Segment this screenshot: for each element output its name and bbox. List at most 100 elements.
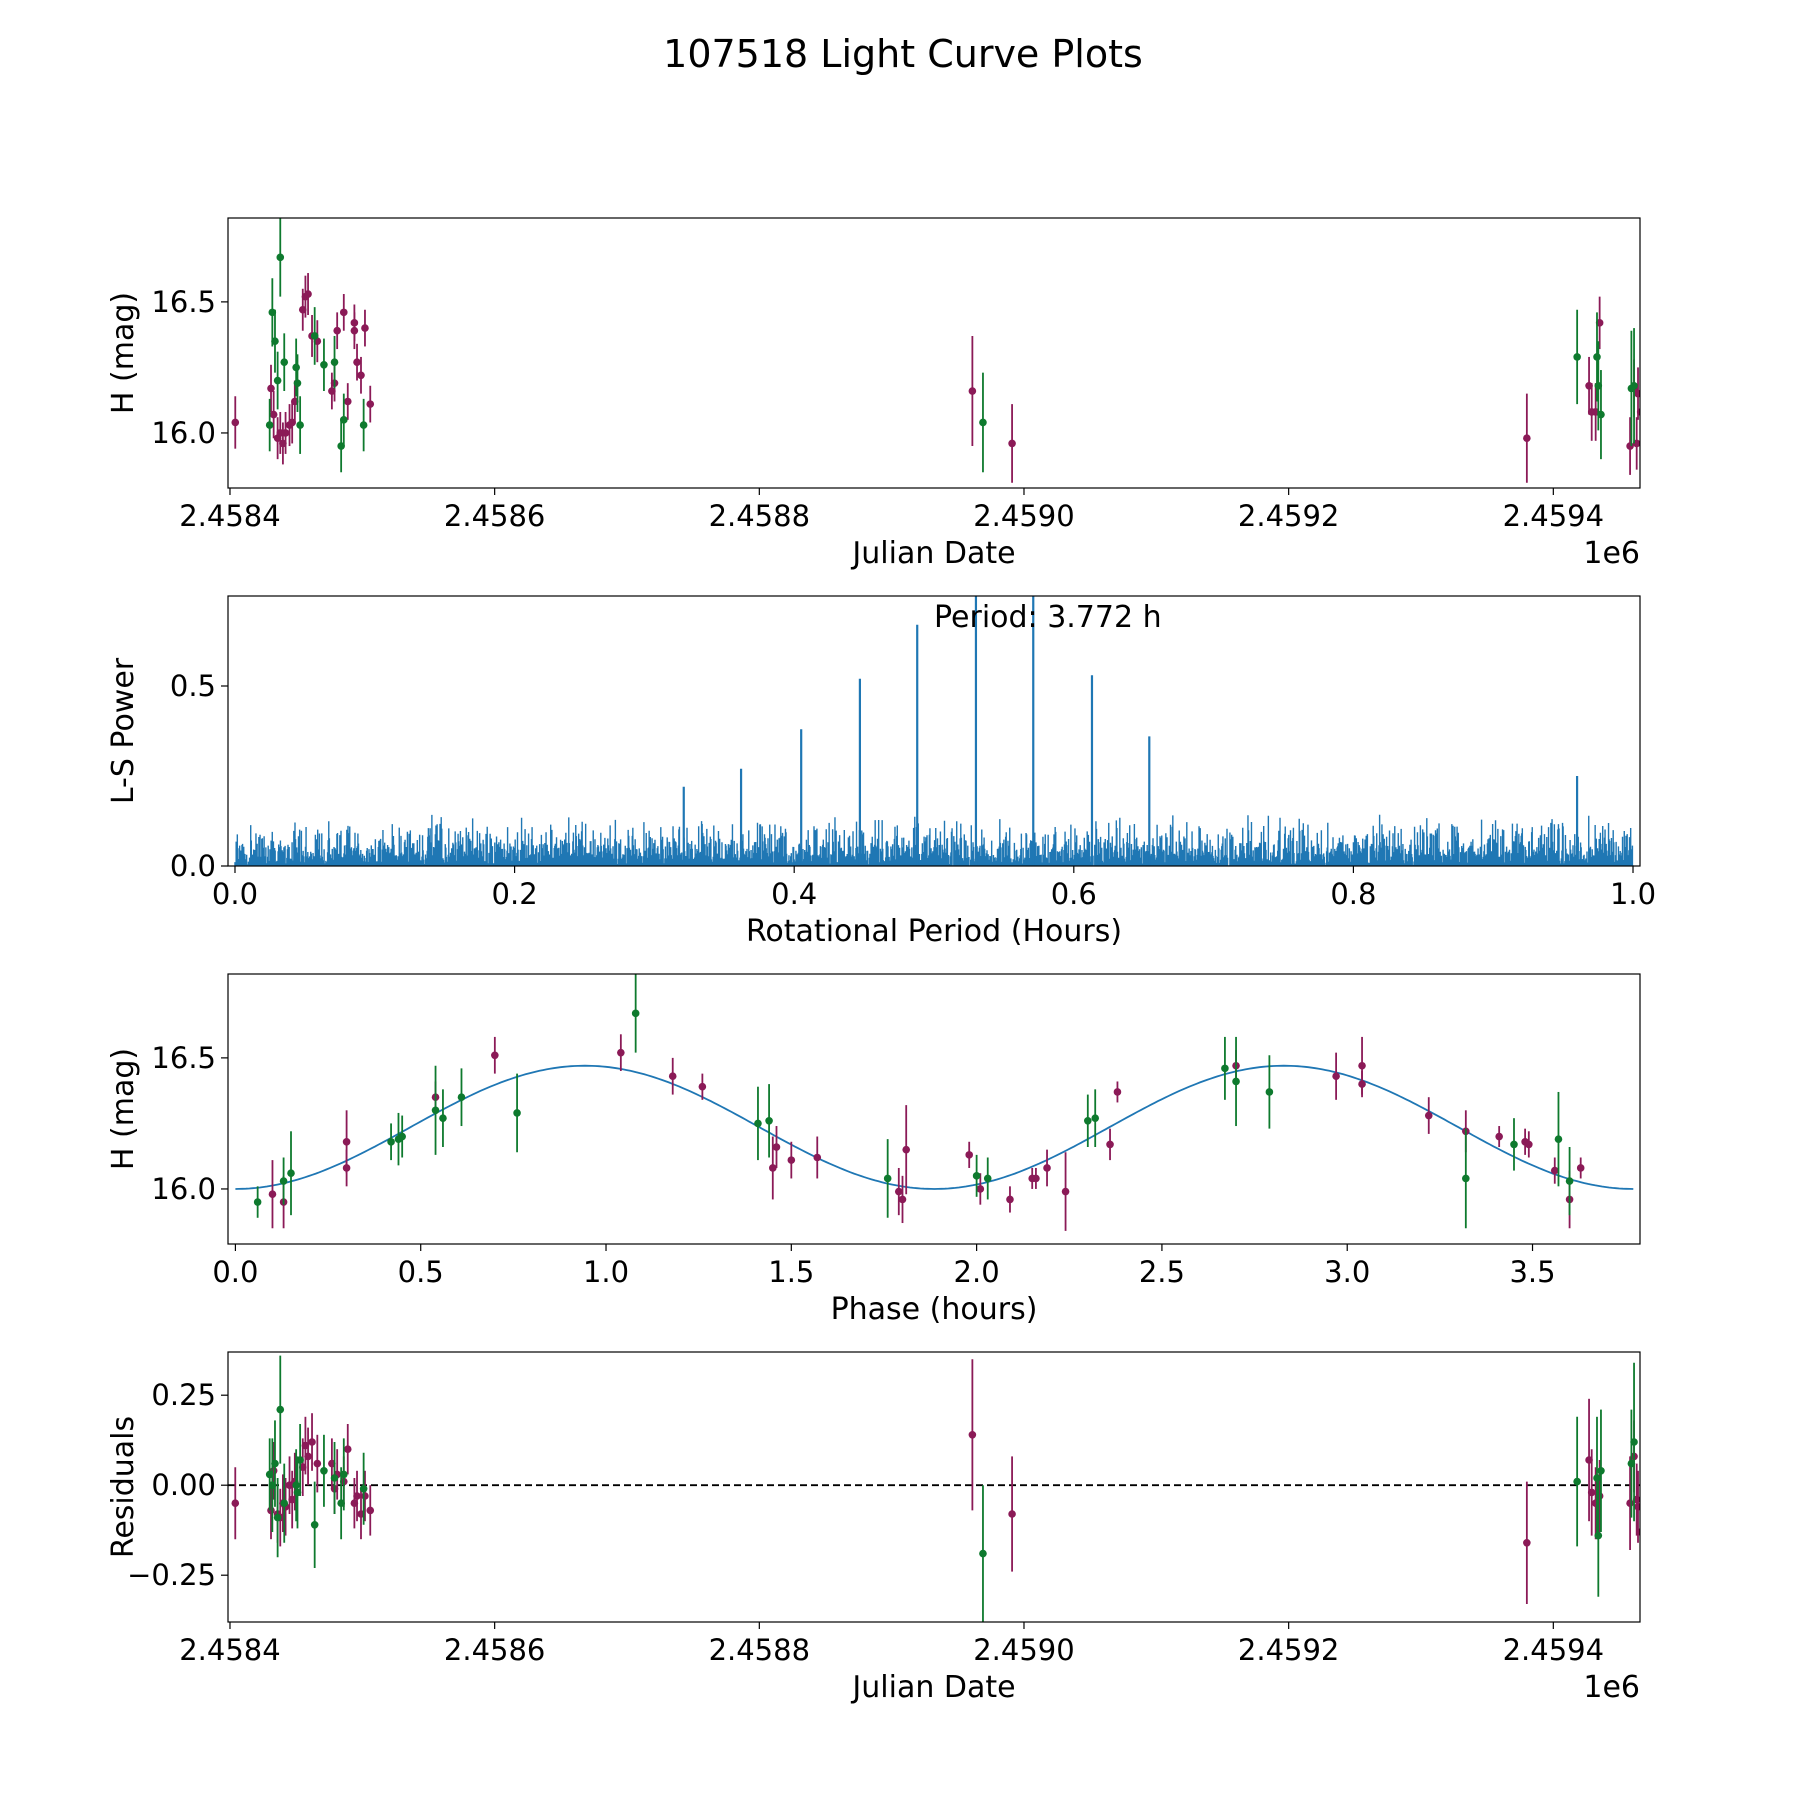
residuals-xtick-label: 2.4592	[1238, 1633, 1339, 1667]
phased-red-point	[1358, 1080, 1366, 1088]
residuals-green-point	[276, 1405, 285, 1414]
periodogram-ytick-label: 0.0	[170, 849, 216, 883]
plots-container: 2.4584 2.4586 2.4588 2.4590 2.4592 2.4594 16.0…	[106, 217, 1656, 1705]
residuals-red-point	[361, 1492, 369, 1500]
phased-red-point	[617, 1048, 625, 1057]
residuals-xtick-label: 2.4594	[1503, 1633, 1604, 1667]
residuals-red-point	[1587, 1488, 1596, 1497]
periodogram-plot-area	[234, 596, 1634, 866]
phased-red-point	[768, 1164, 777, 1172]
lightcurve-red-point	[343, 397, 352, 406]
periodogram-xtick-label: 0.2	[492, 877, 538, 911]
phased-red-point	[1358, 1061, 1366, 1070]
lightcurve-red-point	[366, 400, 375, 408]
residuals-red-point	[313, 1459, 322, 1468]
phased-series-red	[268, 1034, 1585, 1231]
phased-green-point	[1554, 1135, 1563, 1143]
residuals-green-point	[330, 1474, 339, 1482]
residuals-red-point	[1008, 1510, 1016, 1518]
lightcurve-red-point	[1523, 434, 1531, 442]
residuals-red-point	[1634, 1503, 1640, 1511]
residuals-xtick-label: 2.4588	[709, 1633, 810, 1667]
lightcurve-xtick-label: 2.4592	[1238, 499, 1339, 533]
lightcurve-green-point	[276, 253, 285, 262]
lightcurve-red-point	[353, 358, 361, 366]
residuals-red-point	[968, 1431, 977, 1439]
phased-red-point	[813, 1153, 822, 1162]
lightcurve-green-point	[280, 358, 289, 366]
residuals-green-point	[273, 1513, 282, 1522]
phased-red-point	[698, 1082, 707, 1091]
phased-xtick-label: 1.5	[768, 1255, 814, 1289]
phased-red-point	[1424, 1111, 1433, 1120]
phased-green-point	[513, 1109, 521, 1117]
phased-green-point	[287, 1169, 295, 1178]
periodogram-annotation: Period: 3.772 h	[934, 600, 1162, 635]
residuals-xtick-label: 2.4586	[444, 1633, 545, 1667]
lightcurve-green-point	[273, 376, 282, 385]
phased-red-point	[902, 1145, 911, 1154]
phased-red-point	[894, 1187, 903, 1196]
lightcurve-red-point	[281, 429, 290, 437]
lightcurve-green-point	[292, 363, 300, 372]
residuals-red-point	[343, 1445, 352, 1453]
phased-model-curve	[235, 1064, 1634, 1190]
periodogram-xtick-label: 0.0	[212, 877, 258, 911]
residuals-xtick-label: 2.4590	[973, 1633, 1074, 1667]
lightcurve-green-point	[1630, 381, 1638, 390]
residuals-green-point	[271, 1459, 279, 1468]
residuals-red-point	[231, 1499, 240, 1507]
phased-red-point	[976, 1185, 985, 1193]
residuals-red-point	[353, 1492, 361, 1500]
phased-red-point	[1550, 1166, 1559, 1175]
residuals-green-point	[359, 1485, 368, 1493]
phased-green-point	[394, 1135, 403, 1143]
phased-ytick-label: 16.0	[151, 1172, 216, 1206]
lightcurve-green-point	[1573, 353, 1581, 361]
lightcurve-xtick-label: 2.4584	[179, 499, 280, 533]
residuals-red-point	[304, 1452, 312, 1461]
phased-green-point	[431, 1106, 440, 1115]
lightcurve-xlabel: Julian Date	[850, 536, 1015, 571]
residuals-red-point	[267, 1506, 275, 1515]
residuals-red-point	[1523, 1539, 1531, 1547]
phased-green-point	[1510, 1140, 1518, 1149]
lightcurve-ylabel: H (mag)	[106, 292, 141, 414]
lightcurve-green-point	[293, 379, 302, 387]
phased-green-point	[1265, 1088, 1274, 1096]
lightcurve-green-point	[320, 360, 328, 369]
residuals-xlabel: Julian Date	[850, 1670, 1015, 1705]
phased-red-point	[268, 1190, 277, 1198]
residuals-red-point	[1626, 1499, 1634, 1507]
residuals-ylabel: Residuals	[106, 1416, 141, 1558]
residuals-panel: 2.4584 2.4586 2.4588 2.4590 2.4592 2.4594 0.25…	[106, 1351, 1641, 1705]
phased-red-point	[491, 1051, 499, 1060]
phased-green-point	[279, 1177, 288, 1185]
periodogram-xtick-label: 0.4	[771, 877, 817, 911]
phased-series-green	[253, 974, 1574, 1229]
phased-green-point	[457, 1093, 466, 1102]
phased-red-point	[1043, 1164, 1051, 1172]
phased-ylabel: H (mag)	[106, 1048, 141, 1170]
lightcurve-axes-frame	[227, 217, 1641, 489]
residuals-green-point	[1594, 1531, 1603, 1540]
phased-red-point	[965, 1151, 974, 1159]
phased-green-point	[983, 1174, 992, 1183]
lightcurve-green-point	[310, 332, 319, 340]
periodogram-ytick-label: 0.5	[170, 669, 216, 703]
residuals-red-point	[366, 1506, 375, 1515]
phased-red-point	[342, 1137, 351, 1146]
lightcurve-green-point	[339, 416, 348, 424]
lightcurve-red-point	[269, 410, 278, 419]
phased-xtick-label: 2.5	[1139, 1255, 1185, 1289]
phased-green-point	[631, 1009, 640, 1018]
lightcurve-xtick-label: 2.4586	[444, 499, 545, 533]
periodogram-xlabel: Rotational Period (Hours)	[746, 914, 1122, 949]
residuals-green-point	[280, 1499, 289, 1507]
lightcurve-red-point	[267, 384, 275, 393]
phased-xtick-label: 2.0	[954, 1255, 1000, 1289]
residuals-green-point	[979, 1549, 987, 1558]
lightcurve-green-point	[1593, 353, 1601, 361]
